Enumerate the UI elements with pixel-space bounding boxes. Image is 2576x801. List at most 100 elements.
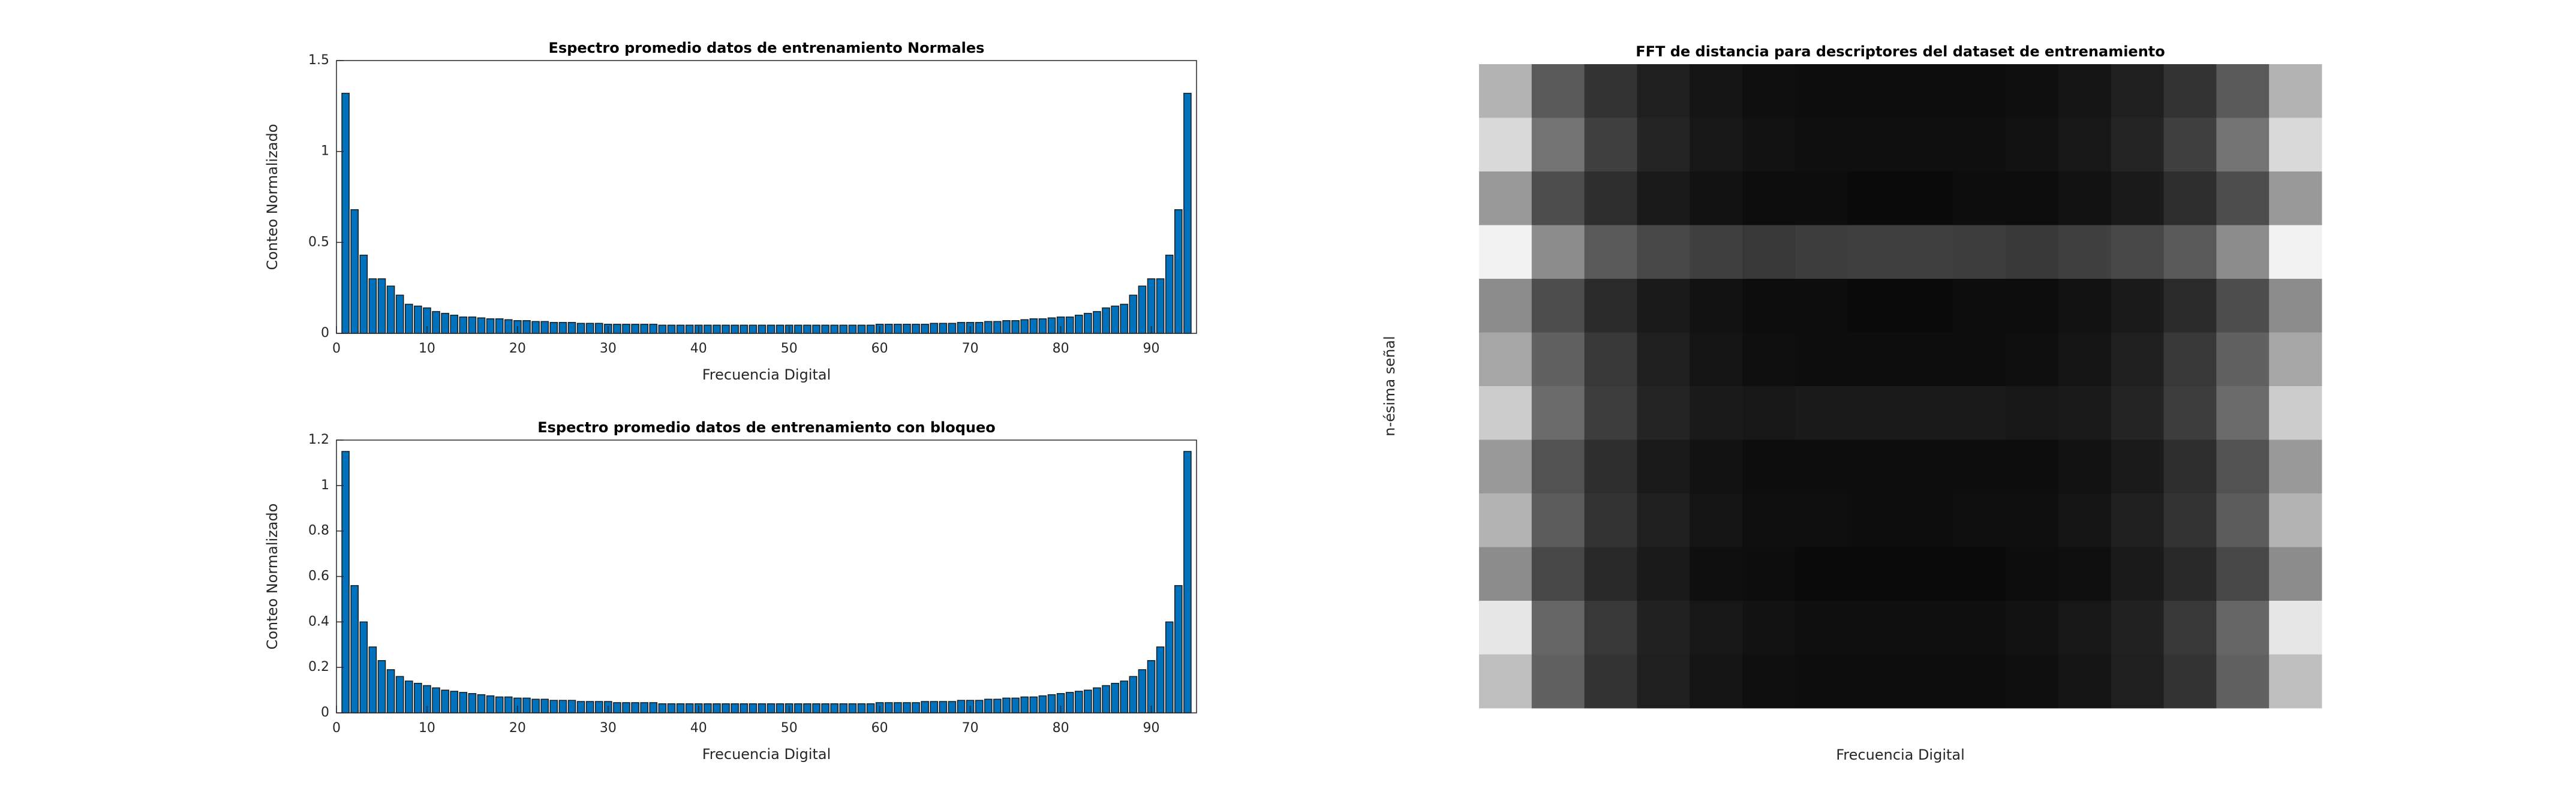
heatmap-cell	[1795, 332, 1848, 387]
heatmap-cell	[2111, 439, 2165, 494]
heatmap-cell	[1584, 118, 1637, 172]
x-tick-label: 30	[600, 341, 617, 356]
heatmap-cell	[1795, 654, 1848, 709]
heatmap-cell	[2269, 654, 2322, 709]
bar	[1029, 318, 1038, 334]
heatmap-cell	[1584, 171, 1637, 225]
bar	[622, 702, 630, 713]
heatmap-cell	[1847, 225, 1901, 279]
bar	[1074, 691, 1083, 713]
bar	[948, 323, 957, 334]
bar	[1074, 314, 1083, 334]
bar	[359, 254, 368, 334]
y-tick-label: 0	[321, 326, 329, 341]
heatmap-cell	[1795, 547, 1848, 601]
bar	[1129, 294, 1138, 334]
bar	[984, 321, 993, 334]
bar	[921, 701, 929, 713]
heatmap-cell	[1847, 386, 1901, 440]
bar	[731, 703, 739, 713]
heatmap-cell	[2058, 118, 2112, 172]
heatmap-cell	[1900, 654, 1953, 709]
heatmap-cell	[2058, 64, 2112, 118]
y-tick-label: 1	[321, 478, 329, 493]
bar	[432, 311, 440, 334]
bar	[740, 324, 749, 334]
bar	[540, 698, 549, 713]
heatmap-cell	[1584, 601, 1637, 655]
x-tick-label: 80	[1053, 341, 1069, 356]
heatmap-cell	[1479, 654, 1532, 709]
bar	[1084, 312, 1092, 334]
heatmap-cell	[1847, 547, 1901, 601]
bar	[631, 702, 639, 713]
bar	[1120, 303, 1129, 334]
heatmap-cell	[2006, 118, 2059, 172]
bar	[350, 209, 359, 334]
bar	[395, 676, 404, 713]
heatmap-cell	[1795, 386, 1848, 440]
bar	[1138, 669, 1147, 713]
bar	[350, 585, 359, 713]
heatmap-cell	[1637, 386, 1690, 440]
bar	[368, 278, 377, 334]
x-tick-label: 20	[509, 721, 526, 736]
heatmap-cell	[1479, 547, 1532, 601]
heatmap-cell	[2269, 439, 2322, 494]
bar	[667, 324, 676, 334]
heatmap-cell	[1795, 493, 1848, 547]
heatmap-cell	[1690, 493, 1743, 547]
x-tick-label: 60	[871, 721, 888, 736]
heatmap-cell	[1953, 386, 2006, 440]
bar	[930, 323, 939, 334]
bar	[794, 324, 802, 334]
bar	[667, 703, 676, 713]
heatmap-cell	[1690, 64, 1743, 118]
heatmap-cell	[2111, 225, 2165, 279]
heatmap-cell	[2269, 332, 2322, 387]
heatmap-cell	[2111, 493, 2165, 547]
heatmap-cell	[1690, 332, 1743, 387]
bar	[740, 703, 749, 713]
bar	[341, 92, 350, 334]
bar	[713, 324, 721, 334]
heatmap-cell	[1847, 279, 1901, 333]
bar	[1102, 685, 1110, 713]
chart-title: Espectro promedio datos de entrenamiento…	[549, 40, 985, 56]
bar	[775, 324, 784, 334]
bar	[685, 324, 694, 334]
bar	[948, 701, 957, 713]
bar	[522, 320, 531, 334]
bar	[839, 703, 848, 713]
y-tick-label: 1	[321, 144, 329, 159]
heatmap-cell	[1847, 601, 1901, 655]
bar	[649, 702, 658, 713]
bar	[531, 698, 540, 713]
bar	[1020, 319, 1029, 334]
heatmap-cell	[2058, 225, 2112, 279]
heatmap-cell	[1584, 225, 1637, 279]
bar	[359, 621, 368, 713]
heatmap-cell	[1847, 118, 1901, 172]
bar	[576, 701, 585, 713]
bar	[1165, 621, 1174, 713]
bar	[459, 692, 468, 713]
bar	[839, 324, 848, 334]
bar	[613, 324, 621, 334]
bar	[821, 703, 829, 713]
heatmap-cell	[2058, 332, 2112, 387]
heatmap-cell	[1795, 601, 1848, 655]
heatmap-cell	[2111, 386, 2165, 440]
heatmap-cell	[2269, 386, 2322, 440]
bar	[1165, 254, 1174, 334]
heatmap-cell	[2006, 601, 2059, 655]
bar	[504, 319, 513, 334]
heatmap-cell	[1637, 654, 1690, 709]
heatmap-cell	[1637, 439, 1690, 494]
y-tick-label: 0.5	[308, 234, 329, 249]
heatmap-cell	[2006, 279, 2059, 333]
heatmap-cell	[2163, 118, 2217, 172]
heatmap-cell	[1795, 118, 1848, 172]
bar	[631, 324, 639, 334]
heatmap-cell	[2216, 547, 2270, 601]
